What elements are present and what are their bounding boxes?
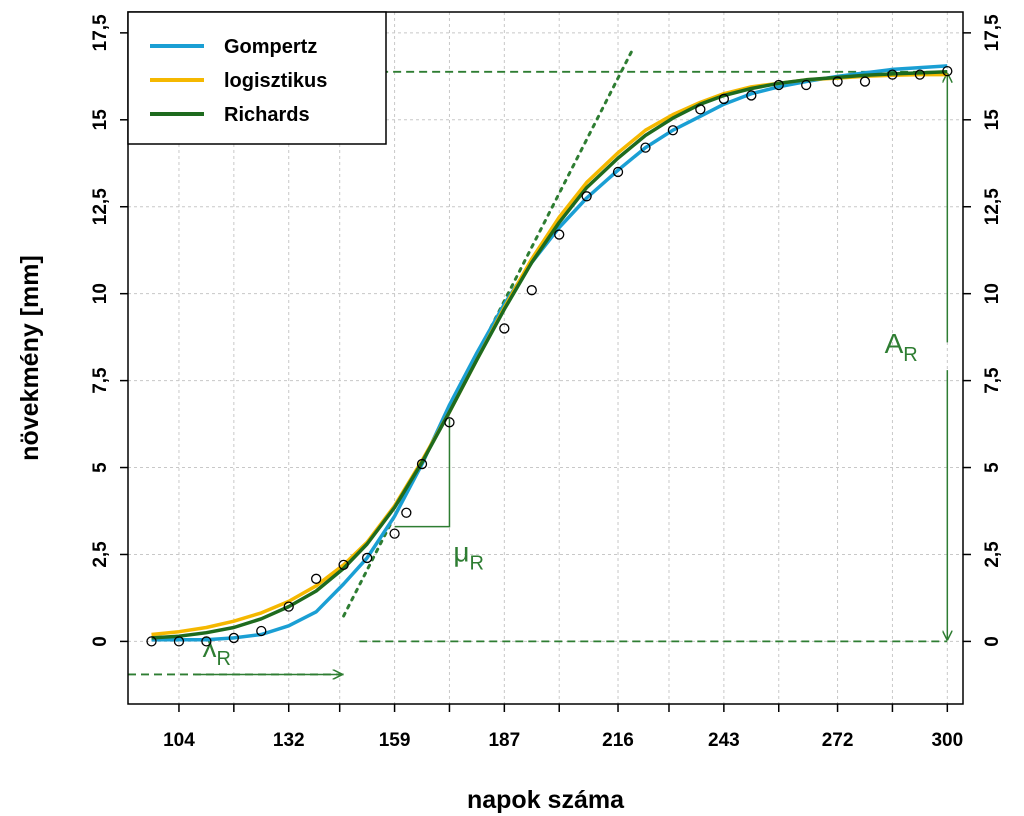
mu-label-subscript: R (470, 552, 484, 574)
observed-point (311, 573, 322, 584)
legend: Gompertz logisztikus Richards (127, 11, 387, 145)
observed-point (401, 507, 412, 518)
y-tick-label-right: 12,5 (982, 188, 1003, 225)
y-axis-title: növekmény [mm] (16, 255, 44, 461)
legend-label-gompertz: Gompertz (224, 36, 317, 58)
observed-point (526, 285, 537, 296)
y-tick-label-right: 15 (982, 109, 1003, 131)
amplitude-label-subscript: R (903, 344, 917, 366)
y-tick-label-left: 12,5 (90, 188, 111, 225)
observed-point (444, 417, 455, 428)
observed-point (338, 559, 349, 571)
observed-point (773, 79, 784, 91)
plot-frame (127, 11, 964, 705)
y-tick-label-right: 2,5 (982, 541, 1003, 568)
observed-point (887, 69, 898, 80)
observed-point (832, 76, 843, 87)
observed-point (612, 166, 624, 178)
legend-label-richards: Richards (224, 104, 310, 126)
amplitude-label-main: A (885, 328, 904, 359)
observed-points (146, 65, 953, 647)
x-tick-label: 243 (708, 730, 740, 751)
x-tick-label: 216 (602, 730, 634, 751)
observed-point (581, 191, 592, 202)
y-tick-label-left: 7,5 (90, 367, 111, 394)
series-lines (151, 64, 948, 642)
x-tick-label: 104 (163, 730, 195, 751)
y-tick-label-left: 0 (90, 636, 111, 647)
amplitude-label: AR (885, 328, 918, 366)
x-tick-label: 272 (822, 730, 854, 751)
y-tick-label-right: 0 (982, 636, 1003, 647)
x-tick-label: 187 (488, 730, 520, 751)
observed-point (416, 458, 428, 470)
observed-point (801, 79, 812, 91)
observed-point (283, 601, 294, 612)
observed-point (718, 93, 730, 105)
observed-point (361, 552, 373, 564)
x-tick-label: 132 (273, 730, 305, 751)
y-tick-label-left: 10 (90, 283, 111, 304)
x-axis-title: napok száma (467, 786, 625, 814)
observed-point (146, 636, 157, 647)
legend-label-logisztikus: logisztikus (224, 70, 327, 92)
observed-point (914, 69, 926, 80)
y-tick-label-left: 2,5 (90, 541, 111, 568)
y-tick-label-left: 17,5 (90, 14, 111, 51)
x-tick-label: 159 (379, 730, 411, 751)
mu-label-main: μ (453, 536, 469, 567)
observed-point (201, 636, 212, 647)
series-line-richards (151, 70, 948, 640)
observed-point (746, 90, 757, 101)
observed-point (173, 636, 185, 647)
observed-point (695, 104, 706, 115)
observed-point (389, 528, 400, 539)
observed-point (228, 632, 239, 644)
series-line-logisztikus (151, 72, 948, 637)
y-tick-label-left: 15 (90, 109, 111, 131)
y-tick-label-right: 17,5 (982, 14, 1003, 51)
series-line-gompertz (151, 64, 948, 642)
lambda-label-subscript: R (216, 648, 230, 670)
observed-point (554, 229, 565, 240)
y-tick-label-left: 5 (90, 462, 111, 473)
y-tick-label-right: 10 (982, 283, 1003, 304)
observed-point (942, 65, 953, 77)
y-tick-label-right: 5 (982, 462, 1003, 473)
x-tick-label: 300 (931, 730, 963, 751)
observed-point (499, 323, 510, 334)
axes: 104 132 159 187 216 243 272 300 0 0 2,5 2,5 5 5 7,5 7,5… (90, 14, 1003, 751)
mu-label: μR (453, 536, 484, 574)
observed-point (859, 76, 871, 87)
slope-triangle (394, 418, 451, 528)
observed-point (667, 125, 679, 136)
observed-point (640, 142, 651, 153)
y-tick-label-right: 7,5 (982, 367, 1003, 394)
observed-point (256, 625, 267, 637)
